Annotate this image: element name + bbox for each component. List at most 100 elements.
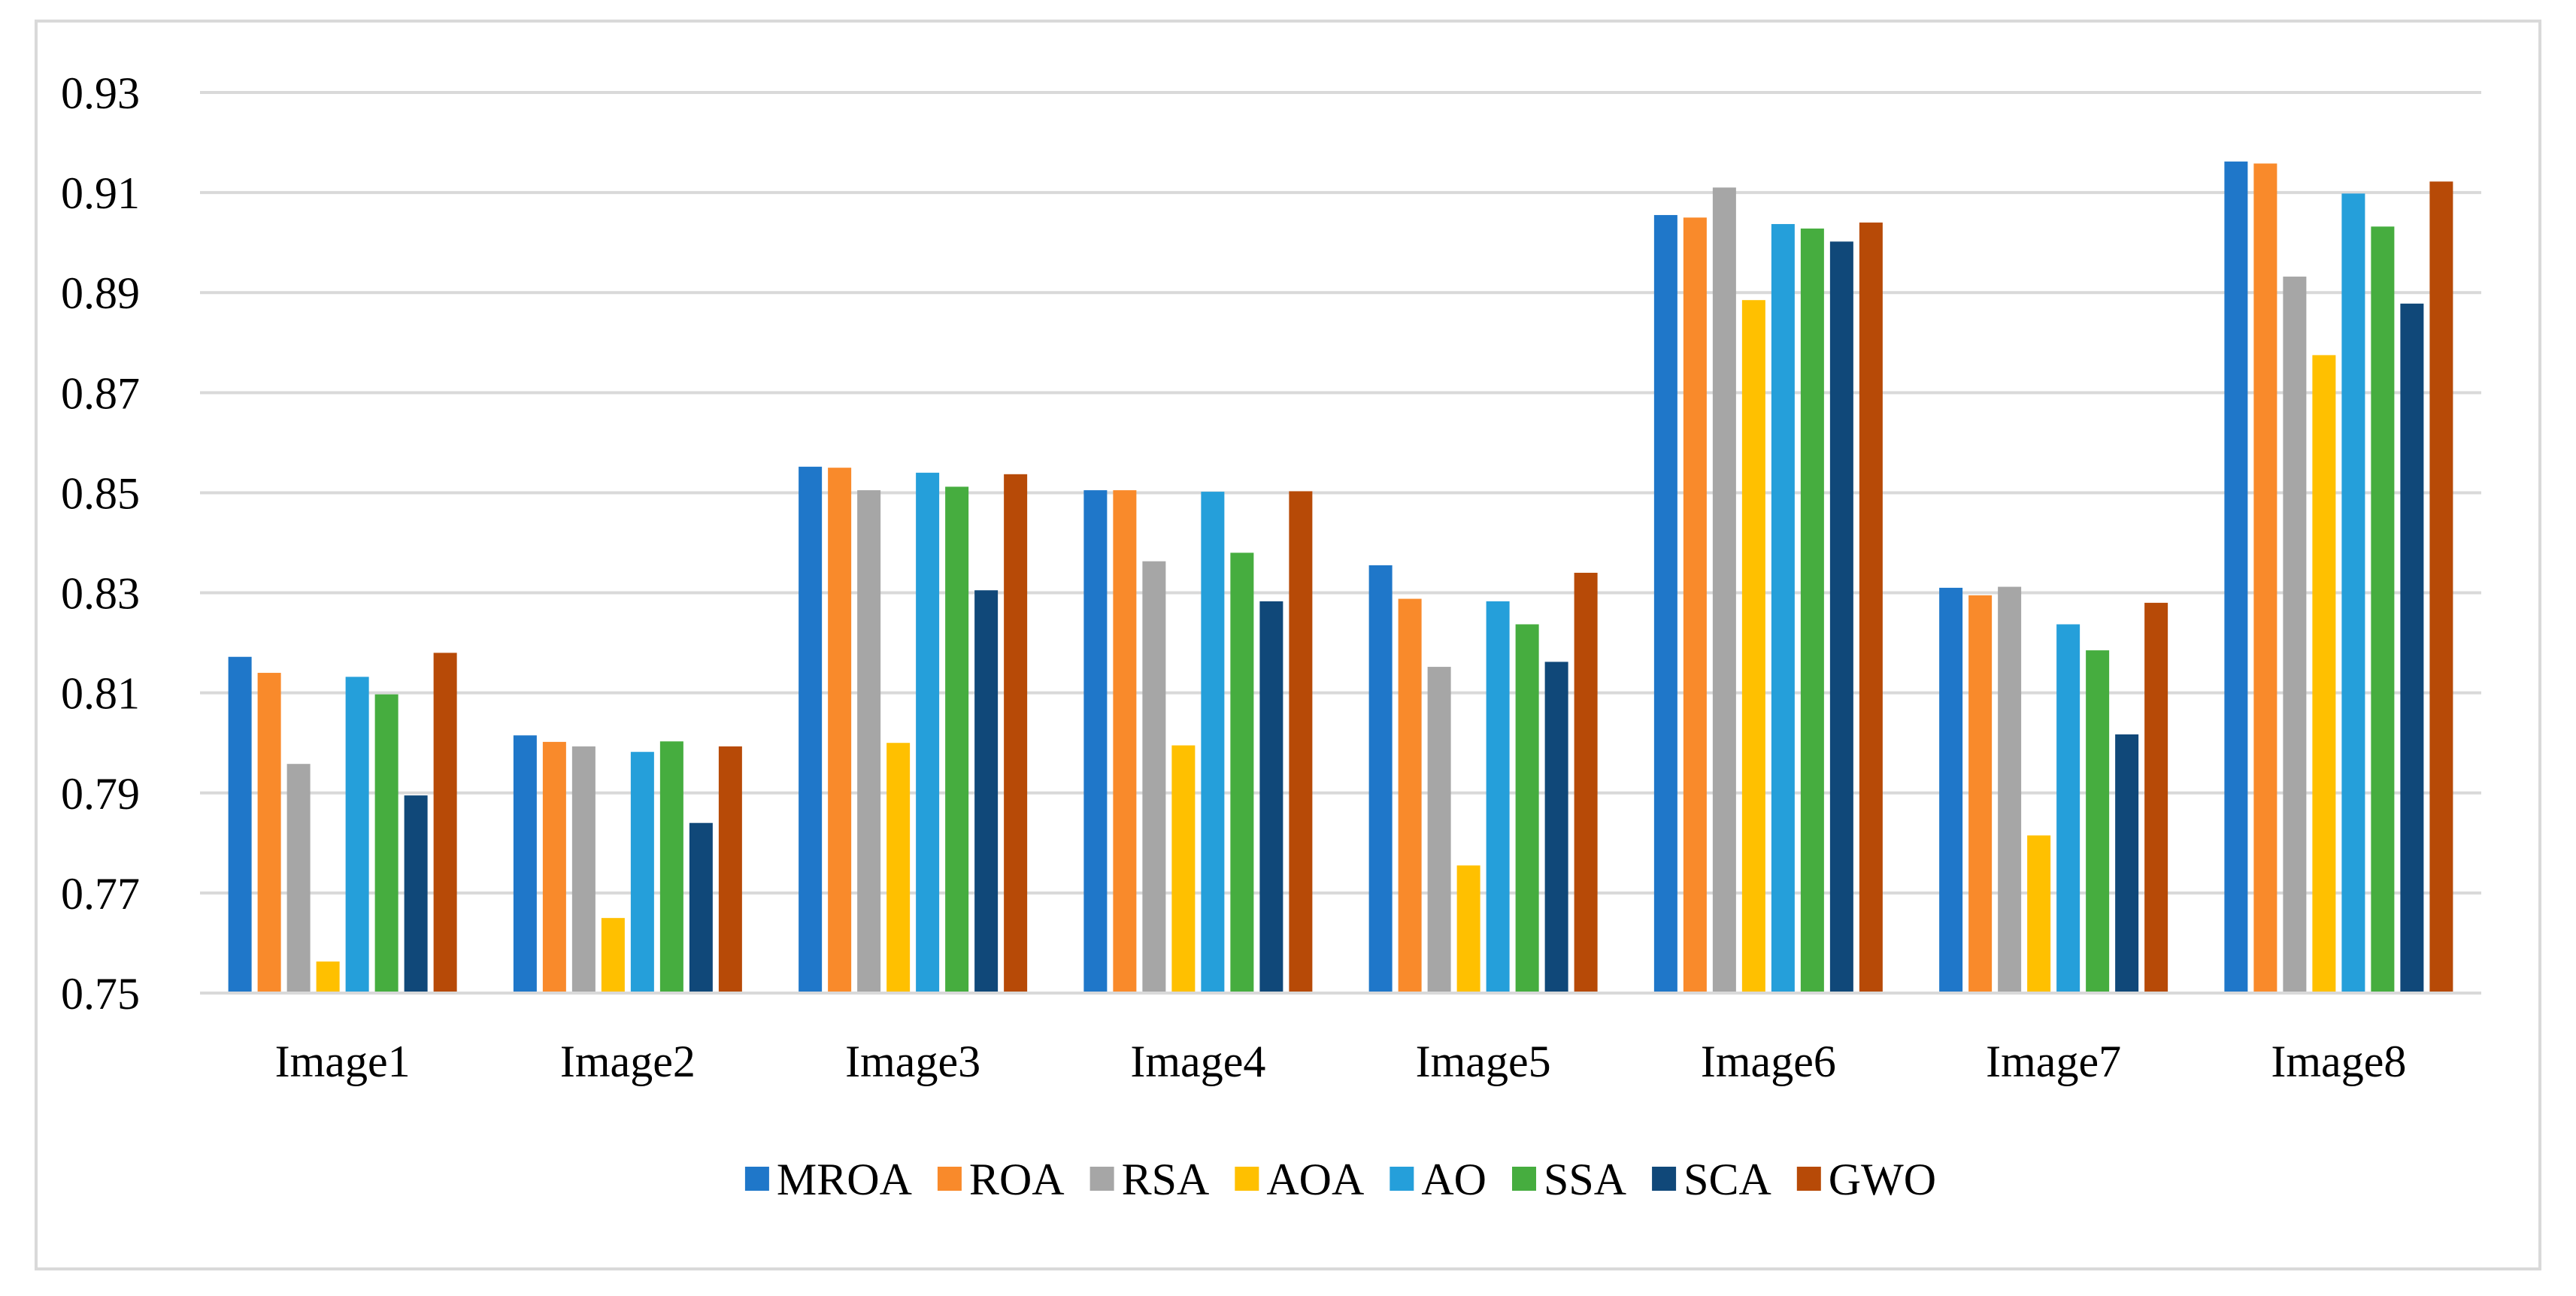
bar-sca-image4 bbox=[1259, 601, 1283, 993]
y-tick-label: 0.85 bbox=[61, 468, 140, 518]
bar-sca-image3 bbox=[974, 590, 999, 993]
legend-swatch-aoa bbox=[1235, 1167, 1259, 1191]
gridlines bbox=[200, 91, 2481, 895]
bar-mroa-image6 bbox=[1653, 215, 1677, 994]
bar-ao-image7 bbox=[2056, 624, 2080, 993]
legend-swatch-sca bbox=[1652, 1167, 1677, 1191]
bar-roa-image3 bbox=[828, 468, 852, 993]
bar-roa-image6 bbox=[1683, 217, 1707, 993]
bar-ao-image4 bbox=[1201, 492, 1225, 993]
bar-sca-image8 bbox=[2400, 303, 2424, 993]
y-tick-label: 0.75 bbox=[61, 969, 140, 1019]
legend-swatch-gwo bbox=[1796, 1167, 1821, 1191]
bar-roa-image8 bbox=[2253, 163, 2277, 993]
legend-label-rsa: RSA bbox=[1122, 1155, 1210, 1204]
bar-ssa-image6 bbox=[1800, 229, 1824, 993]
y-tick-label: 0.91 bbox=[61, 168, 140, 218]
legend-label-ssa: SSA bbox=[1544, 1155, 1626, 1204]
bar-roa-image5 bbox=[1398, 598, 1422, 993]
bar-rsa-image3 bbox=[857, 490, 881, 993]
bar-rsa-image5 bbox=[1427, 667, 1451, 993]
legend-swatch-rsa bbox=[1089, 1167, 1114, 1191]
chart-frame bbox=[35, 20, 2541, 1270]
bar-mroa-image3 bbox=[799, 466, 823, 993]
y-tick-label: 0.79 bbox=[61, 769, 140, 819]
x-category-label: Image5 bbox=[1416, 1037, 1551, 1086]
y-tick-label: 0.77 bbox=[61, 869, 140, 919]
bar-ssa-image8 bbox=[2371, 226, 2395, 993]
bar-mroa-image7 bbox=[1939, 587, 1963, 993]
bar-ssa-image2 bbox=[659, 741, 683, 993]
y-tick-label: 0.81 bbox=[61, 669, 140, 719]
y-tick-label: 0.89 bbox=[61, 268, 140, 318]
bar-ao-image1 bbox=[345, 677, 369, 993]
legend: MROA ROA RSA AOA AO SSA SCA GWO bbox=[744, 1155, 1936, 1204]
bar-aoa-image1 bbox=[316, 961, 340, 993]
legend-swatch-roa bbox=[937, 1167, 962, 1191]
bar-roa-image7 bbox=[1968, 595, 1993, 993]
legend-swatch-mroa bbox=[744, 1167, 769, 1191]
legend-label-aoa: AOA bbox=[1266, 1155, 1364, 1204]
y-tick-label: 0.87 bbox=[61, 368, 140, 418]
bar-gwo-image7 bbox=[2144, 602, 2168, 993]
bar-mroa-image1 bbox=[228, 656, 252, 993]
x-category-label: Image2 bbox=[560, 1037, 696, 1086]
legend-label-gwo: GWO bbox=[1829, 1155, 1936, 1204]
legend-label-roa: ROA bbox=[969, 1155, 1065, 1204]
bar-sca-image7 bbox=[2115, 734, 2139, 993]
bars bbox=[228, 161, 2453, 994]
x-category-label: Image1 bbox=[275, 1037, 411, 1086]
legend-label-sca: SCA bbox=[1683, 1155, 1771, 1204]
bar-ssa-image1 bbox=[374, 694, 399, 993]
x-axis-categories: Image1 Image2 Image3 Image4 Image5 Image6 Imag… bbox=[275, 1037, 2407, 1086]
bar-roa-image4 bbox=[1113, 490, 1137, 993]
y-tick-label: 0.93 bbox=[61, 68, 140, 118]
bar-sca-image6 bbox=[1829, 241, 1853, 993]
bar-mroa-image8 bbox=[2224, 161, 2248, 993]
x-category-label: Image4 bbox=[1130, 1037, 1265, 1086]
legend-label-mroa: MROA bbox=[777, 1155, 912, 1204]
bar-rsa-image2 bbox=[571, 746, 596, 993]
bar-rsa-image1 bbox=[286, 764, 311, 993]
bar-ao-image5 bbox=[1486, 601, 1510, 993]
bar-ssa-image4 bbox=[1230, 553, 1254, 993]
x-category-label: Image8 bbox=[2271, 1037, 2406, 1086]
bar-ao-image6 bbox=[1771, 224, 1795, 993]
bar-rsa-image8 bbox=[2283, 276, 2307, 993]
bar-aoa-image3 bbox=[886, 743, 911, 993]
bar-mroa-image2 bbox=[513, 735, 537, 993]
bar-sca-image1 bbox=[404, 795, 428, 993]
bar-ssa-image7 bbox=[2086, 650, 2110, 993]
bar-ao-image3 bbox=[916, 472, 940, 993]
bar-aoa-image5 bbox=[1456, 865, 1480, 993]
bar-gwo-image8 bbox=[2429, 181, 2453, 994]
bar-roa-image1 bbox=[257, 673, 281, 993]
bar-mroa-image5 bbox=[1368, 565, 1393, 993]
bar-rsa-image6 bbox=[1712, 187, 1736, 993]
bar-aoa-image7 bbox=[2027, 835, 2051, 993]
y-tick-label: 0.83 bbox=[61, 569, 140, 619]
y-axis-ticks: 0.75 0.77 0.79 0.81 0.83 0.85 0.87 0.89 0.91 0.93 bbox=[61, 68, 140, 1019]
bar-ao-image8 bbox=[2341, 193, 2365, 993]
bar-gwo-image5 bbox=[1574, 572, 1598, 993]
legend-swatch-ao bbox=[1390, 1167, 1414, 1191]
bar-rsa-image4 bbox=[1142, 561, 1166, 993]
legend-swatch-ssa bbox=[1512, 1167, 1537, 1191]
bar-ssa-image3 bbox=[945, 486, 969, 993]
bar-roa-image2 bbox=[542, 741, 566, 993]
legend-label-ao: AO bbox=[1421, 1155, 1487, 1204]
bar-aoa-image4 bbox=[1171, 745, 1196, 993]
bar-ssa-image5 bbox=[1515, 624, 1539, 993]
bar-aoa-image6 bbox=[1741, 300, 1765, 993]
bar-gwo-image2 bbox=[718, 746, 742, 993]
bar-gwo-image4 bbox=[1289, 491, 1313, 993]
bar-gwo-image6 bbox=[1859, 223, 1883, 993]
bar-sca-image2 bbox=[689, 822, 713, 993]
x-category-label: Image7 bbox=[1986, 1037, 2121, 1086]
bar-gwo-image3 bbox=[1004, 474, 1028, 993]
bar-gwo-image1 bbox=[433, 653, 457, 993]
bar-aoa-image2 bbox=[601, 918, 625, 993]
x-category-label: Image3 bbox=[845, 1037, 980, 1086]
bar-ao-image2 bbox=[630, 752, 654, 993]
